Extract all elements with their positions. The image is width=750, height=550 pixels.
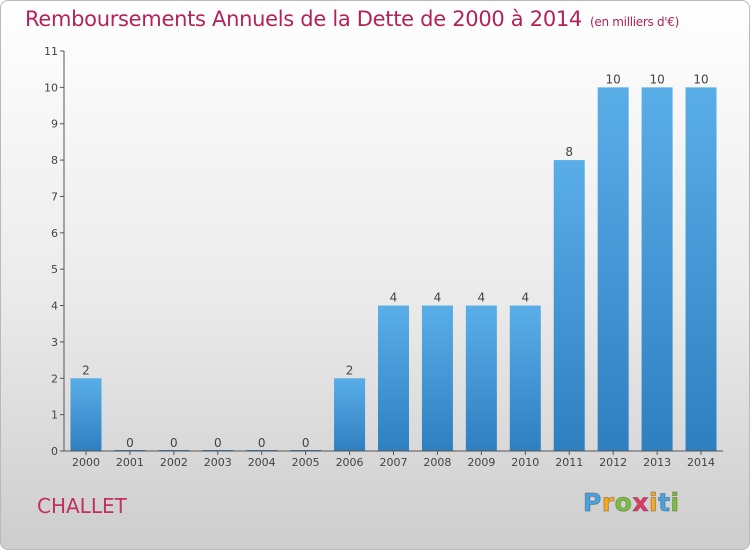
bar-value-label: 0 [126,436,134,450]
x-tick-label: 2011 [555,456,583,469]
x-tick-label: 2000 [72,456,100,469]
bar-value-label: 10 [693,72,708,86]
x-tick-label: 2002 [160,456,188,469]
y-tick-label: 3 [51,336,58,349]
bar-value-label: 10 [606,72,621,86]
bar [553,160,585,451]
logo-letter: r [601,488,615,518]
bar [421,305,453,451]
x-tick-label: 2012 [599,456,627,469]
y-tick-label: 5 [51,263,58,276]
y-tick-label: 9 [51,118,58,131]
logo-letter: i [648,488,659,518]
logo-letter: i [670,488,680,518]
y-tick-label: 8 [51,154,58,167]
place-name: CHALLET [37,494,127,518]
chart-title: Remboursements Annuels de la Dette de 20… [25,7,679,31]
logo-letter: x [632,488,649,518]
y-tick-label: 6 [51,227,58,240]
x-tick-label: 2010 [511,456,539,469]
bar [465,305,497,451]
bar-value-label: 2 [346,363,354,377]
bar [334,378,366,451]
bar-value-label: 0 [302,436,310,450]
bar [685,87,717,451]
x-tick-label: 2009 [467,456,495,469]
x-tick-label: 2014 [687,456,715,469]
x-tick-label: 2003 [204,456,232,469]
x-tick-label: 2007 [380,456,408,469]
y-tick-label: 0 [51,445,58,458]
bar-value-label: 4 [521,291,529,305]
logo-letter: o [614,488,633,518]
chart-unit: (en milliers d'€) [590,15,680,29]
x-tick-label: 2001 [116,456,144,469]
x-tick-label: 2005 [292,456,320,469]
bar-value-label: 4 [478,291,486,305]
x-tick-label: 2006 [336,456,364,469]
y-tick-label: 4 [51,300,58,313]
bar [641,87,673,451]
y-tick-label: 2 [51,372,58,385]
bar [597,87,629,451]
bar-value-label: 0 [258,436,266,450]
bar-value-label: 4 [390,291,398,305]
bar-value-label: 10 [649,72,664,86]
y-tick-label: 1 [51,409,58,422]
x-tick-label: 2004 [248,456,276,469]
y-tick-label: 11 [44,45,58,58]
bar-value-label: 4 [434,291,442,305]
bar-value-label: 0 [214,436,222,450]
proxiti-logo: Proxiti [583,488,680,518]
bar-value-label: 8 [565,145,573,159]
chart-title-text: Remboursements Annuels de la Dette de 20… [25,7,582,31]
bar [70,378,102,451]
x-tick-label: 2013 [643,456,671,469]
bar [378,305,409,451]
logo-letter: P [583,488,602,518]
bar-value-label: 0 [170,436,178,450]
logo-letter: t [658,488,671,518]
y-tick-label: 7 [51,190,58,203]
bar [509,305,541,451]
y-tick-label: 10 [44,81,58,94]
x-tick-label: 2008 [423,456,451,469]
bar-value-label: 2 [82,363,90,377]
